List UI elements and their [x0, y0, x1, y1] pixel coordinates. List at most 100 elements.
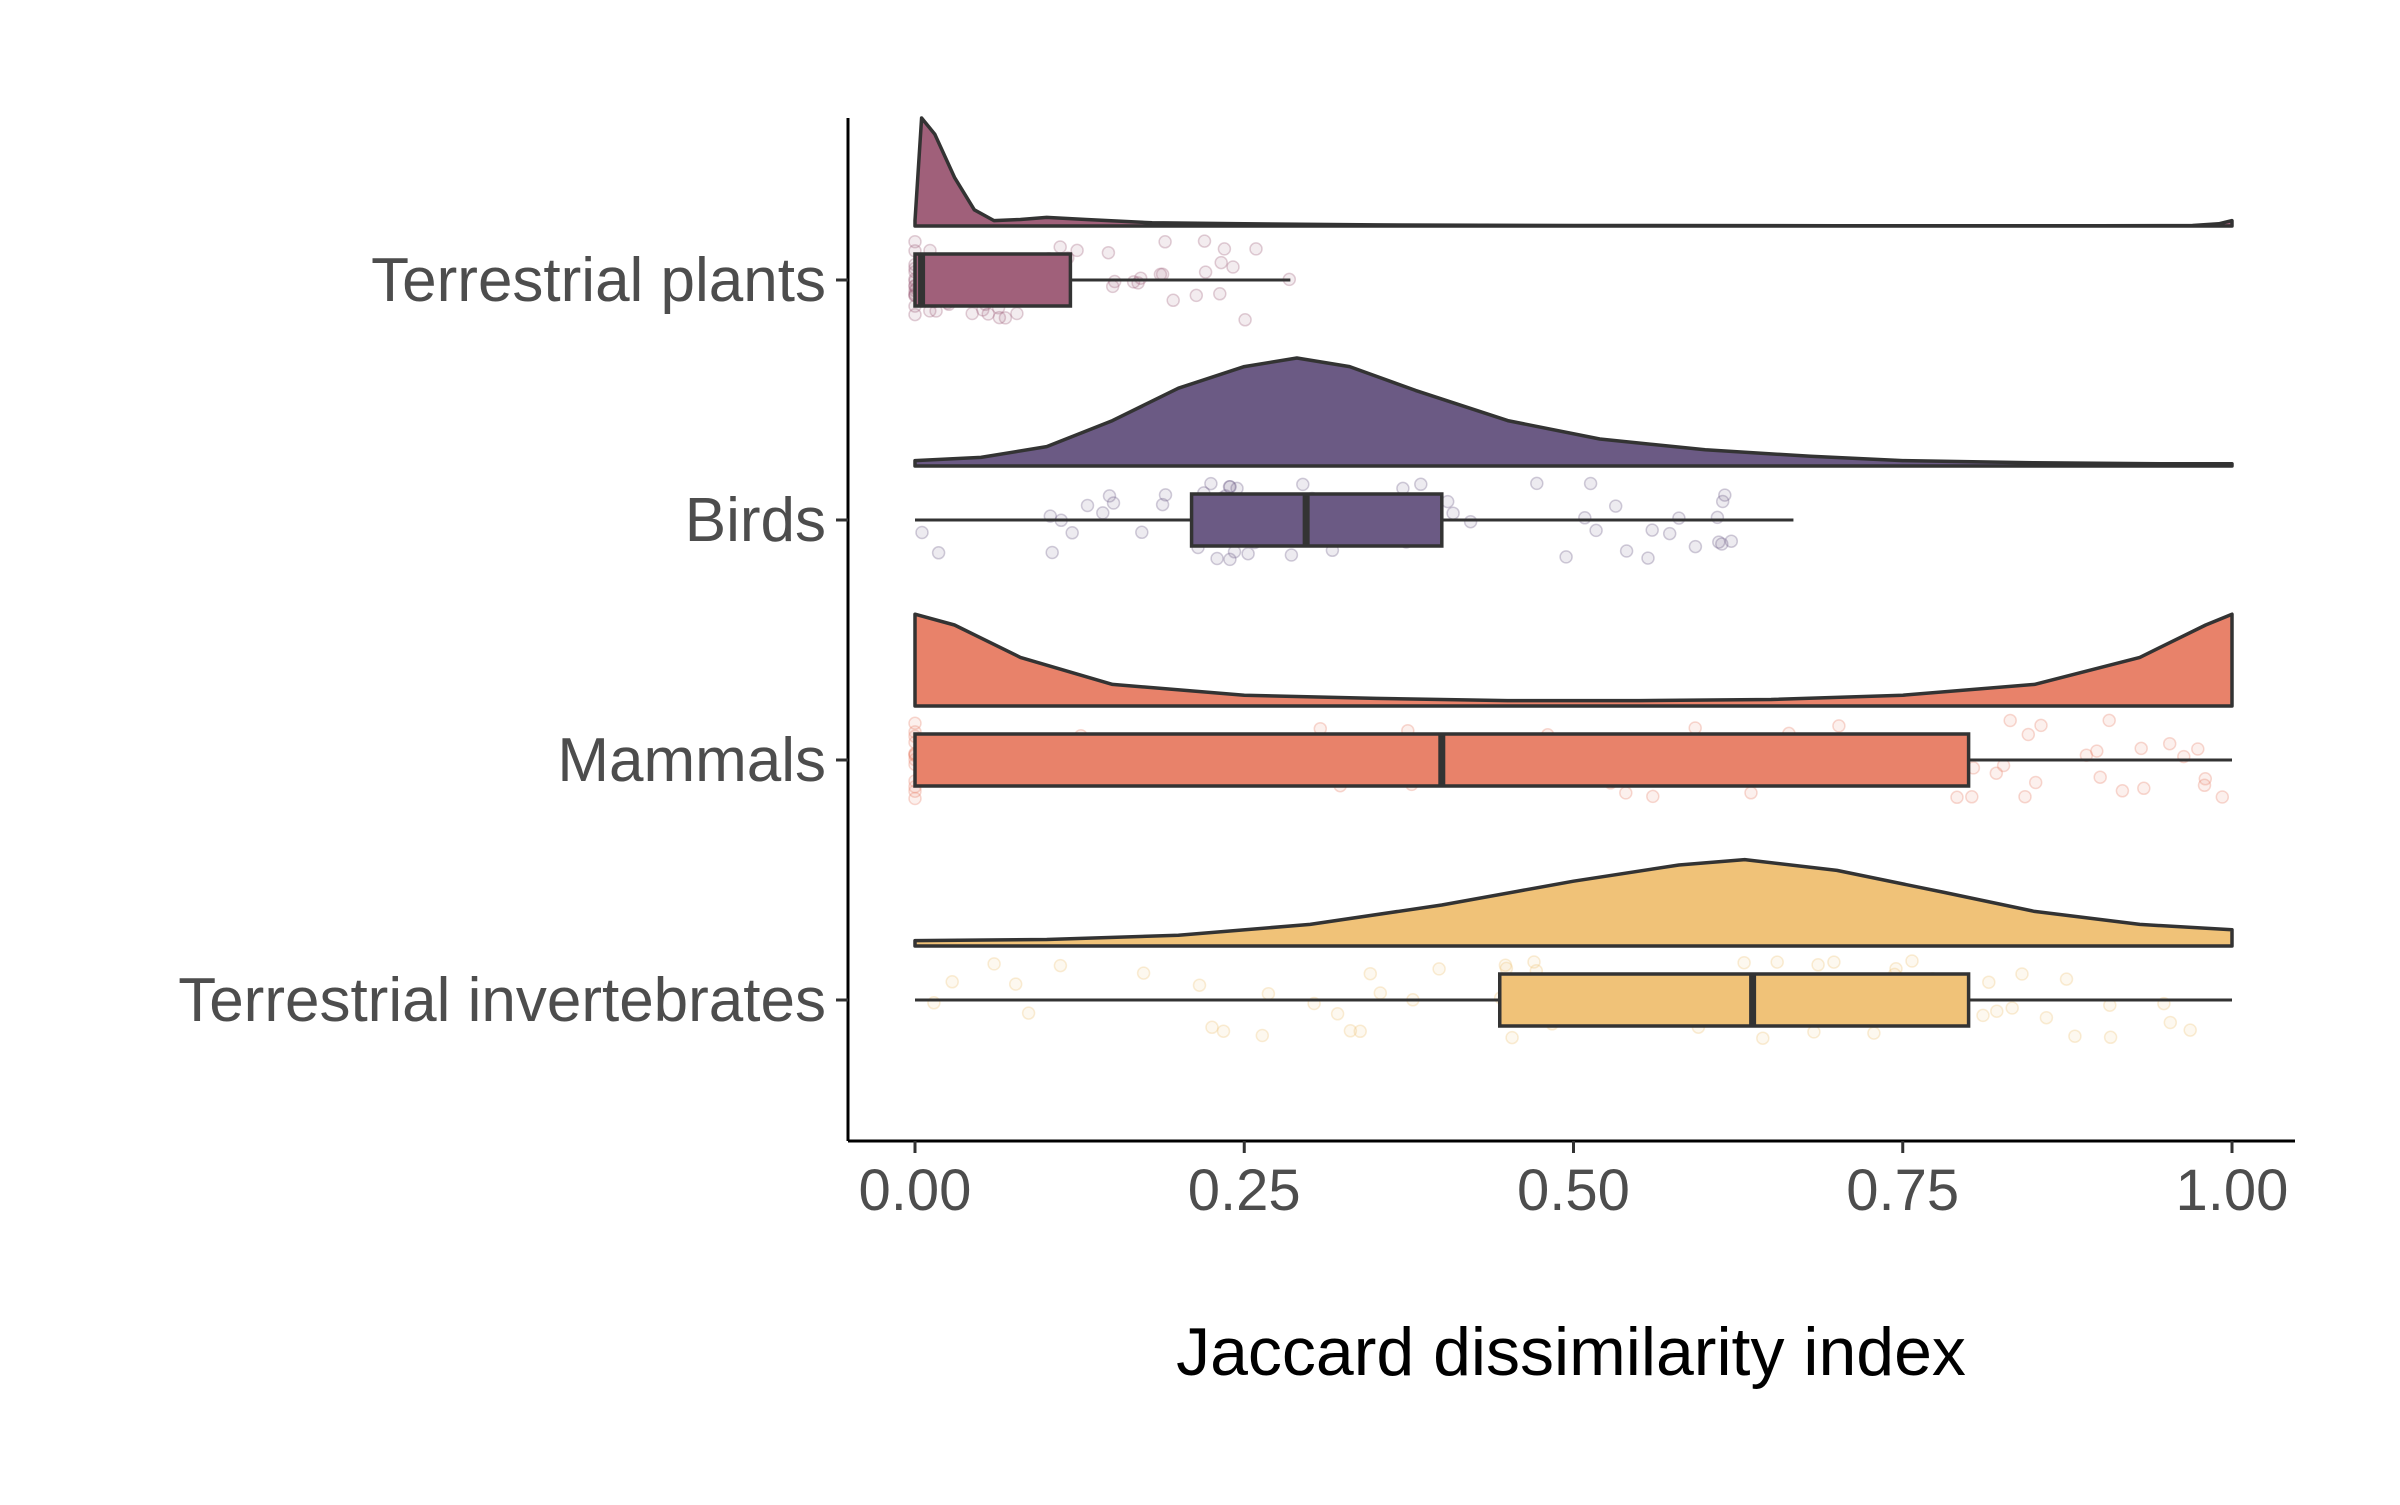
- jitter-point: [1715, 537, 1729, 551]
- density-cloud: [913, 116, 2234, 228]
- jitter-point: [1446, 506, 1460, 520]
- jitter-point: [1724, 534, 1739, 548]
- jitter-point: [987, 957, 1001, 971]
- density-layer: [913, 116, 2234, 948]
- jitter-point: [2183, 1023, 2197, 1037]
- jitter-point: [1373, 986, 1388, 1000]
- jitter-point: [2103, 1030, 2118, 1045]
- ticks-layer: Terrestrial plants Birds Mammals Terrestria…: [178, 246, 2288, 1223]
- jitter-point: [1982, 975, 1996, 989]
- jitter-point: [1204, 476, 1218, 491]
- jitter-point: [1950, 790, 1964, 805]
- jitter-point: [1106, 496, 1121, 510]
- jitter-point: [1718, 488, 1732, 502]
- jitter-point: [2163, 1015, 2178, 1030]
- jitter-point: [1672, 511, 1686, 525]
- jitter-point: [1662, 526, 1677, 541]
- jitter-point: [998, 311, 1013, 325]
- jitter-point: [1645, 523, 1659, 537]
- jitter-point: [1578, 511, 1592, 525]
- jitter-point: [2039, 1010, 2054, 1025]
- jitter-point: [1530, 476, 1544, 491]
- jitter-point: [1589, 523, 1603, 538]
- jitter-point: [2028, 775, 2043, 790]
- jitter-point: [1505, 1030, 1519, 1045]
- jitter-point: [1608, 499, 1623, 513]
- jitter-point: [1080, 498, 1095, 513]
- jitter-point: [1214, 255, 1228, 270]
- jitter-point: [1646, 789, 1660, 804]
- jitter-point: [1827, 955, 1841, 969]
- jitter-point: [1583, 476, 1598, 491]
- jitter-point: [1867, 1026, 1881, 1040]
- jitter-point: [981, 307, 995, 321]
- x-tick-label: 0.25: [1188, 1158, 1301, 1223]
- density-cloud: [913, 356, 2234, 468]
- jitter-point: [1102, 489, 1117, 503]
- jitter-point: [2059, 972, 2074, 986]
- jitter-point: [1135, 525, 1149, 540]
- jitter-point: [2090, 744, 2104, 758]
- jitter-point: [1498, 958, 1513, 972]
- y-tick-label: Terrestrial invertebrates: [178, 966, 826, 1035]
- jitter-point: [1010, 306, 1024, 321]
- jitter-point: [1343, 1024, 1358, 1038]
- x-tick-label: 0.50: [1517, 1158, 1630, 1223]
- jitter-point: [1330, 1007, 1345, 1021]
- jitter-point: [992, 310, 1007, 325]
- jitter-point: [2197, 778, 2212, 793]
- x-tick-label: 1.00: [2176, 1158, 2289, 1223]
- jitter-point: [2115, 784, 2130, 798]
- jitter-point: [1213, 287, 1227, 301]
- jitter-point: [1770, 955, 1784, 969]
- jitter-point: [2198, 772, 2213, 786]
- jitter-point: [1414, 477, 1428, 492]
- box-iqr: [913, 252, 1073, 308]
- jitter-point: [2093, 770, 2107, 784]
- jitter-point: [1241, 546, 1255, 561]
- jitter-point: [1210, 551, 1224, 566]
- jitter-point: [1619, 544, 1634, 558]
- box-iqr: [1497, 972, 1971, 1028]
- jitter-point: [1158, 235, 1172, 249]
- jitter-point: [931, 546, 946, 560]
- y-tick-label: Terrestrial plants: [371, 246, 826, 315]
- jitter-point: [1226, 260, 1240, 274]
- jitter-point: [1261, 986, 1276, 1001]
- jitter-point: [1811, 958, 1825, 972]
- jitter-point: [1832, 719, 1846, 733]
- jitter-point: [1296, 477, 1310, 492]
- jitter-point: [1712, 535, 1726, 549]
- jitter-point: [2191, 742, 2205, 756]
- jitter-point: [1205, 1020, 1219, 1035]
- x-tick-label: 0.00: [859, 1158, 972, 1223]
- jitter-point: [2134, 741, 2148, 756]
- jitter-point: [1641, 551, 1655, 565]
- box-iqr: [1189, 492, 1444, 548]
- y-tick-label: Birds: [685, 486, 826, 555]
- jitter-point: [1096, 506, 1110, 520]
- jitter-point: [1166, 293, 1180, 308]
- jitter-point: [1216, 1024, 1231, 1038]
- density-cloud: [913, 612, 2234, 708]
- jitter-point: [1158, 488, 1173, 502]
- jitter-point: [1559, 550, 1573, 564]
- jitter-point: [1976, 1008, 1990, 1023]
- jitter-point: [945, 975, 959, 989]
- jitter-point: [1744, 786, 1758, 800]
- jitter-point: [1965, 790, 1979, 804]
- boxplot-layer: [913, 252, 2232, 1028]
- axes-layer: [846, 118, 2295, 1143]
- jitter-point: [1905, 954, 1919, 968]
- jitter-point: [1045, 545, 1059, 560]
- jitter-point: [1217, 242, 1232, 256]
- jitter-point: [1249, 242, 1263, 256]
- y-tick-label: Mammals: [557, 726, 826, 795]
- jitter-point: [1353, 1024, 1367, 1039]
- jitter-point: [2102, 713, 2116, 728]
- jitter-point: [1136, 966, 1151, 980]
- jitter-point: [2005, 1001, 2019, 1015]
- jitter-point: [1619, 786, 1633, 800]
- jitter-point: [1284, 548, 1299, 562]
